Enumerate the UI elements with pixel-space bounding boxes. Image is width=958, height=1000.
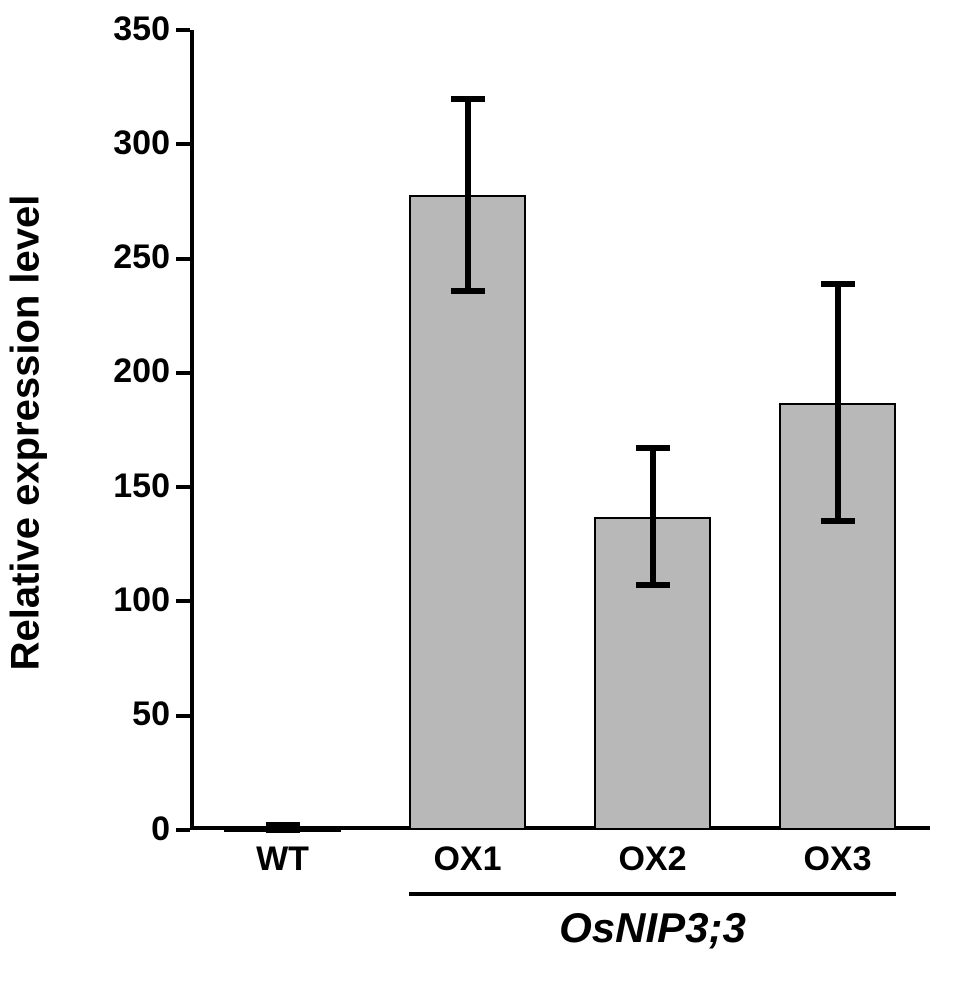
y-tick <box>176 485 190 489</box>
error-cap <box>821 281 855 287</box>
error-cap <box>266 827 300 833</box>
y-tick-label: 200 <box>50 352 170 391</box>
figure: Relative expression level OsNIP3;3 0 50 10… <box>0 0 958 1000</box>
y-tick-label: 150 <box>50 467 170 506</box>
group-label: OsNIP3;3 <box>409 904 896 952</box>
group-underline <box>409 892 896 896</box>
y-tick <box>176 714 190 718</box>
y-tick-label: 300 <box>50 124 170 163</box>
y-tick <box>176 257 190 261</box>
y-tick-label: 250 <box>50 238 170 277</box>
y-tick-label: 350 <box>50 10 170 49</box>
x-tick-label: OX3 <box>745 840 930 879</box>
y-tick-label: 50 <box>50 695 170 734</box>
y-tick <box>176 599 190 603</box>
error-cap <box>451 288 485 294</box>
x-tick-label: OX2 <box>560 840 745 879</box>
y-tick-label: 100 <box>50 581 170 620</box>
error-bar <box>835 284 841 522</box>
y-tick <box>176 28 190 32</box>
y-tick <box>176 371 190 375</box>
error-cap <box>636 445 670 451</box>
error-bar <box>465 99 471 291</box>
y-tick <box>176 828 190 832</box>
error-cap <box>451 96 485 102</box>
y-tick-label: 0 <box>50 810 170 849</box>
y-tick <box>176 142 190 146</box>
error-cap <box>821 518 855 524</box>
error-bar <box>650 448 656 585</box>
error-cap <box>636 582 670 588</box>
y-axis-title: Relative expression level <box>4 33 49 833</box>
x-tick-label: OX1 <box>375 840 560 879</box>
x-tick-label: WT <box>190 840 375 879</box>
